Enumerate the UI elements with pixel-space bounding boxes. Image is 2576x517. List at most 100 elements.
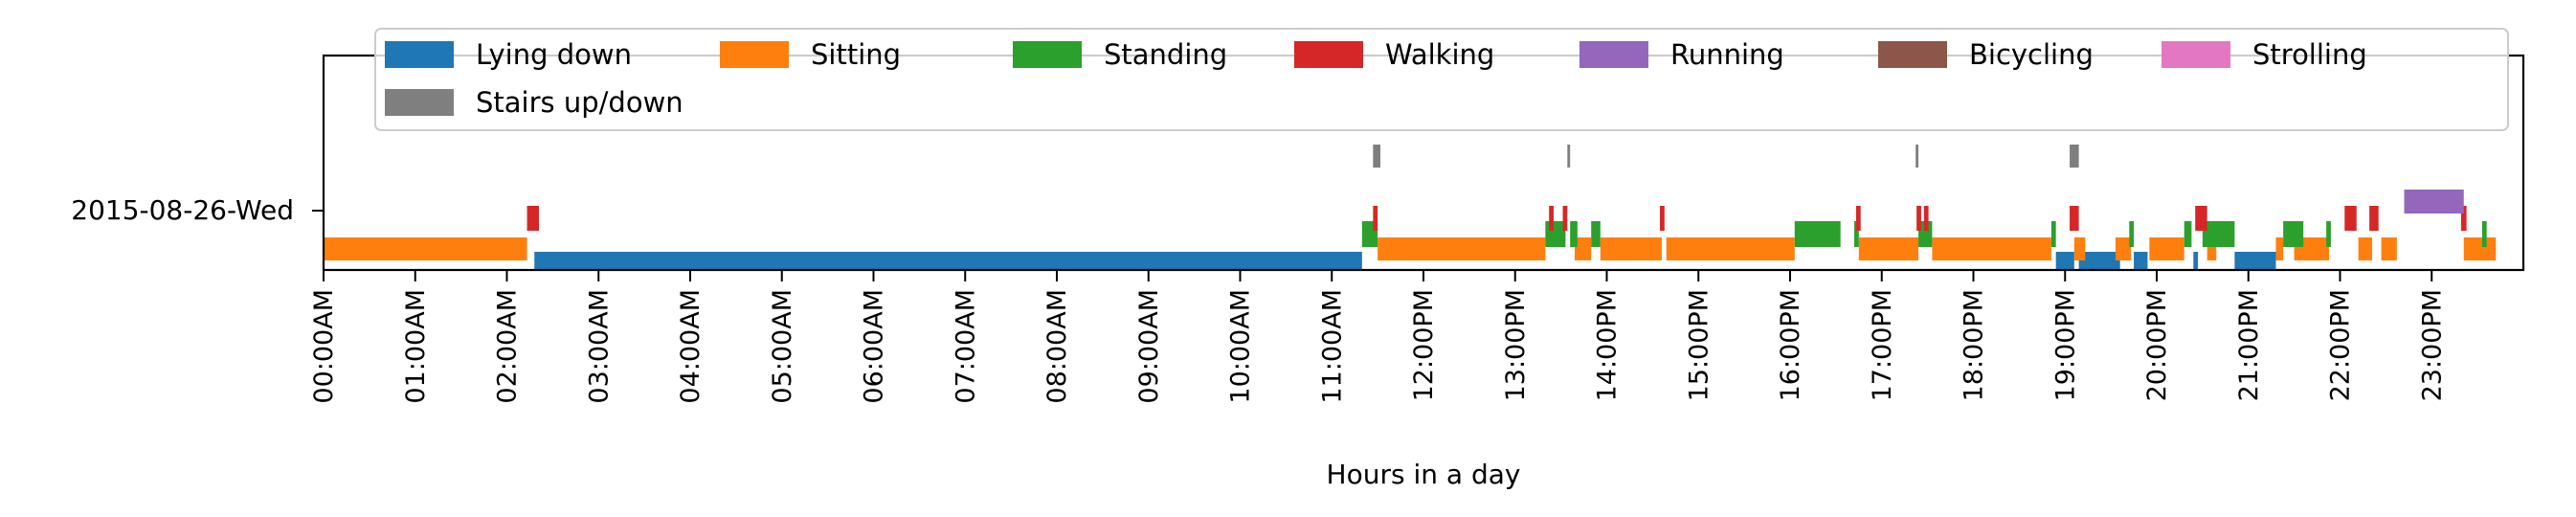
bar-sitting: [1574, 237, 1592, 260]
x-tick-label: 23:00PM: [2417, 289, 2447, 401]
legend-swatch-walking: [1294, 41, 1363, 68]
x-axis-label: Hours in a day: [1327, 459, 1521, 490]
bar-walking: [1916, 206, 1921, 231]
bar-standing: [1545, 221, 1566, 247]
bar-sitting: [2381, 237, 2397, 260]
x-tick-label: 19:00PM: [2050, 289, 2080, 401]
y-tick-label: 2015-08-26-Wed: [71, 194, 294, 226]
bar-sitting: [2358, 237, 2373, 260]
bar-sitting: [2073, 237, 2086, 260]
bar-walking: [1923, 206, 1929, 231]
bar-lying-down: [2055, 252, 2074, 270]
bar-standing: [1591, 221, 1601, 247]
x-tick-label: 03:00AM: [584, 289, 614, 404]
legend-label-strolling: Strolling: [2252, 38, 2367, 71]
legend-swatch-stairs-up-down: [385, 89, 454, 116]
x-tick-label: 01:00AM: [401, 289, 431, 404]
bar-standing: [2184, 221, 2192, 247]
bar-lying-down: [2193, 252, 2199, 270]
bar-walking: [526, 206, 540, 231]
bar-stairs-up-down: [1373, 145, 1380, 168]
x-tick-label: 20:00PM: [2142, 289, 2172, 401]
x-tick-label: 15:00PM: [1684, 289, 1714, 401]
bar-stairs-up-down: [1567, 145, 1571, 168]
legend-label-lying-down: Lying down: [476, 38, 632, 71]
x-tick-label: 09:00AM: [1134, 289, 1164, 404]
x-tick-label: 22:00PM: [2326, 289, 2356, 401]
bar-standing: [2050, 221, 2056, 247]
legend-label-walking: Walking: [1385, 38, 1494, 71]
bar-standing: [2326, 221, 2331, 247]
x-tick-label: 21:00PM: [2234, 289, 2264, 401]
bar-walking: [2369, 206, 2379, 231]
bar-sitting: [2275, 237, 2284, 260]
x-tick-label: 08:00AM: [1042, 289, 1072, 404]
x-tick-label: 12:00PM: [1409, 289, 1439, 401]
legend-swatch-running: [1579, 41, 1648, 68]
x-tick-label: 17:00PM: [1868, 289, 1897, 401]
bar-standing: [2481, 221, 2487, 247]
bar-standing: [2202, 221, 2235, 247]
x-tick-label: 16:00PM: [1776, 289, 1805, 401]
x-tick-label: 14:00PM: [1593, 289, 1623, 401]
bar-lying-down: [534, 252, 1362, 270]
bar-lying-down: [2134, 252, 2148, 270]
legend-swatch-strolling: [2162, 41, 2230, 68]
bar-lying-down: [2234, 252, 2276, 270]
bar-walking: [1549, 206, 1554, 231]
bar-walking: [2460, 206, 2467, 231]
bar-sitting: [2149, 237, 2184, 260]
bar-stairs-up-down: [2070, 145, 2079, 168]
x-tick-label: 05:00AM: [768, 289, 797, 404]
bar-walking: [1855, 206, 1861, 231]
legend-label-bicycling: Bicycling: [1969, 38, 2094, 71]
bar-walking: [1373, 206, 1378, 231]
bar-sitting: [1932, 237, 2051, 260]
bar-sitting: [1600, 237, 1662, 260]
legend-label-running: Running: [1670, 38, 1784, 71]
activity-bars: [324, 145, 2497, 270]
bar-walking: [2344, 206, 2357, 231]
x-tick-label: 02:00AM: [493, 289, 523, 404]
bar-sitting: [2206, 237, 2217, 260]
bar-standing: [1570, 221, 1578, 247]
legend-swatch-bicycling: [1878, 41, 1947, 68]
x-axis: 00:00AM 01:00AM 02:00AM 03:00AM 04:00AM 05:00…: [309, 270, 2447, 404]
bar-sitting: [1378, 237, 1546, 260]
legend-label-sitting: Sitting: [811, 38, 901, 71]
bar-walking: [1562, 206, 1568, 231]
bar-stairs-up-down: [1915, 145, 1919, 168]
legend-swatch-lying-down: [385, 41, 454, 68]
bar-standing: [1918, 221, 1933, 247]
bar-sitting: [1858, 237, 1919, 260]
x-tick-label: 13:00PM: [1501, 289, 1531, 401]
bar-walking: [2070, 206, 2079, 231]
legend-swatch-standing: [1013, 41, 1082, 68]
bar-walking: [2195, 206, 2207, 231]
bar-standing: [1854, 221, 1859, 247]
x-tick-label: 00:00AM: [309, 289, 339, 404]
y-axis: 2015-08-26-Wed: [71, 194, 324, 226]
legend-swatch-sitting: [720, 41, 789, 68]
x-tick-label: 11:00AM: [1317, 289, 1347, 404]
x-tick-label: 04:00AM: [676, 289, 706, 404]
x-tick-label: 10:00AM: [1226, 289, 1256, 404]
legend: Lying down Sitting Standing Walking Running B…: [374, 28, 2509, 131]
bar-lying-down: [2078, 252, 2120, 270]
x-tick-label: 18:00PM: [1960, 289, 1989, 401]
x-tick-label: 07:00AM: [951, 289, 980, 404]
bar-sitting: [1666, 237, 1795, 260]
bar-sitting: [2463, 237, 2497, 260]
bar-standing: [2283, 221, 2304, 247]
x-tick-label: 06:00AM: [860, 289, 889, 404]
bar-sitting: [2115, 237, 2132, 260]
bar-walking: [1660, 206, 1665, 231]
bar-sitting: [324, 237, 527, 260]
bar-standing: [1794, 221, 1841, 247]
legend-frame: [374, 28, 2509, 131]
legend-label-stairs-up-down: Stairs up/down: [476, 86, 683, 119]
legend-label-standing: Standing: [1104, 38, 1227, 71]
bar-running: [2404, 190, 2464, 214]
bar-standing: [2129, 221, 2135, 247]
